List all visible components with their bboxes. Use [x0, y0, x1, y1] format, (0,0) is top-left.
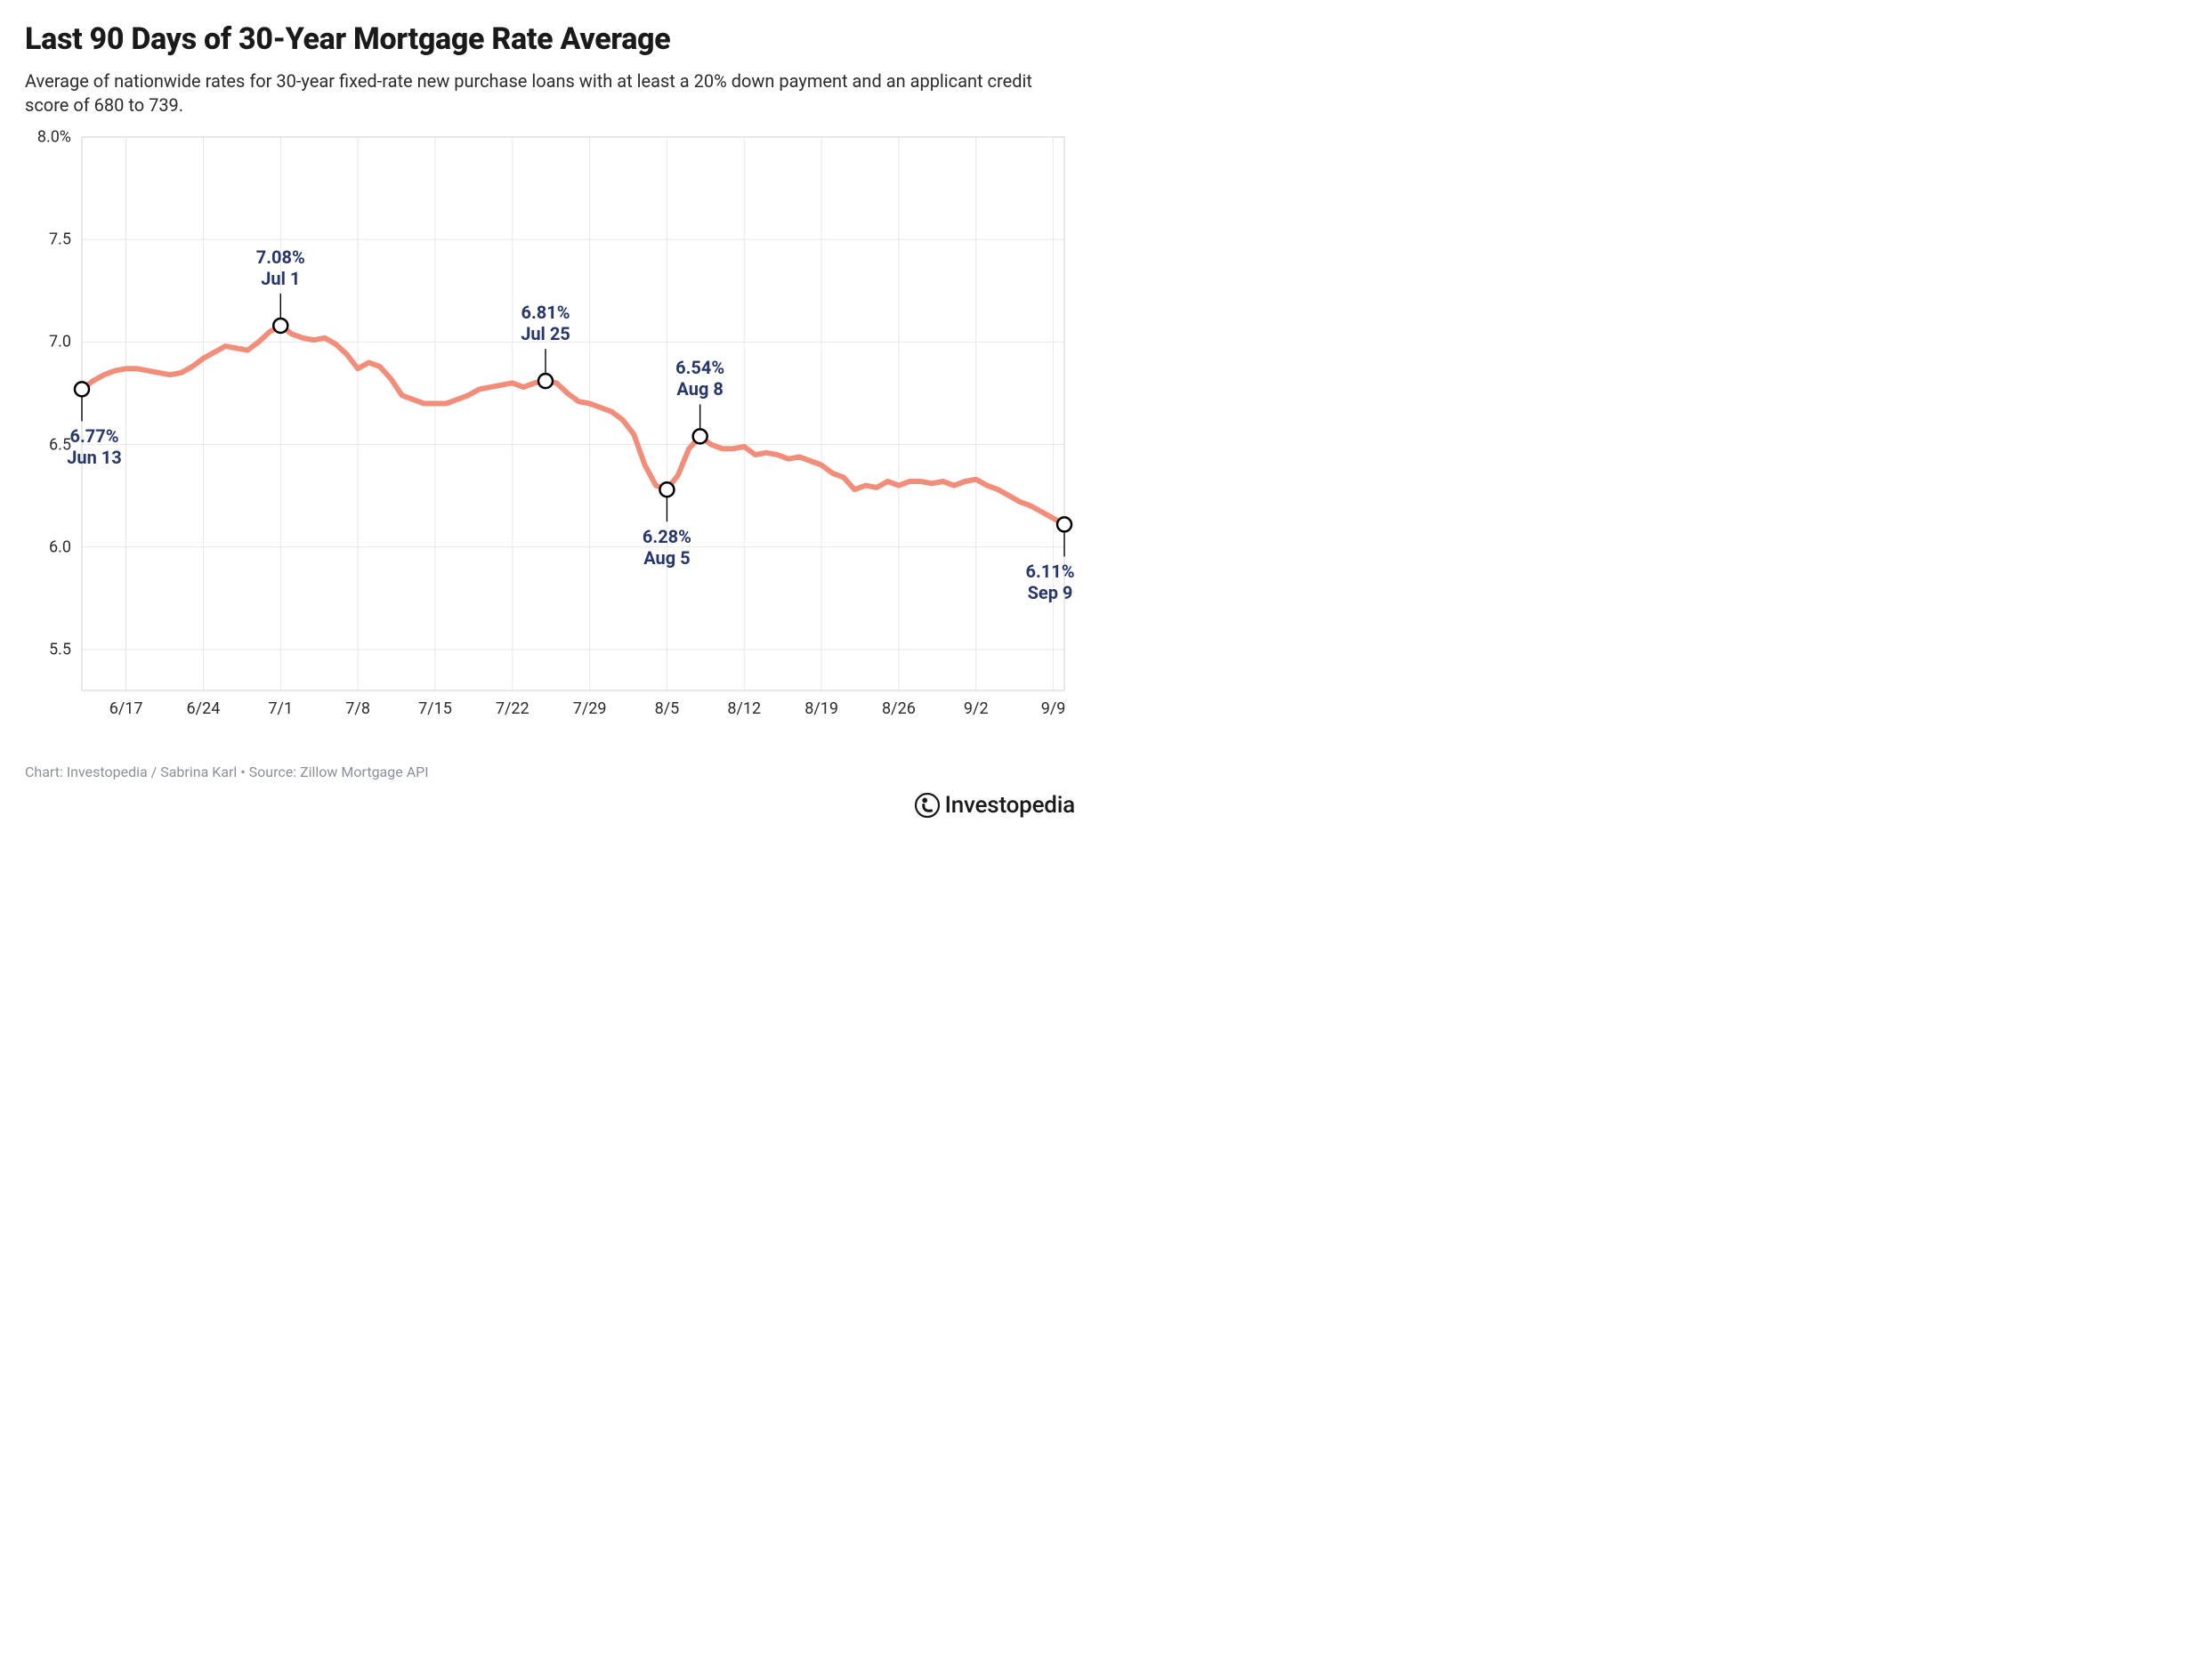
callout-date: Jun 13: [67, 447, 122, 468]
x-axis-tick-label: 8/5: [655, 699, 680, 718]
callout-rate: 6.11%: [1025, 561, 1074, 582]
plot-area: 5.56.06.57.07.58.0%6/176/247/17/87/157/2…: [25, 125, 1079, 747]
y-axis-tick-label: 5.5: [49, 640, 71, 658]
rate-line: [82, 326, 1064, 525]
data-point-marker: [659, 482, 674, 497]
data-point-marker: [1057, 517, 1071, 531]
chart-card: Last 90 Days of 30-Year Mortgage Rate Av…: [0, 0, 1104, 840]
data-point-callout: 6.77%Jun 13: [67, 426, 122, 468]
x-axis-tick-label: 9/2: [964, 699, 989, 718]
x-axis-tick-label: 8/26: [882, 699, 916, 718]
y-axis-tick-label: 7.5: [49, 230, 71, 249]
callout-rate: 6.81%: [521, 302, 570, 323]
chart-subtitle: Average of nationwide rates for 30-year …: [25, 69, 1057, 117]
callout-rate: 6.28%: [643, 526, 691, 547]
data-point-callout: 6.81%Jul 25: [521, 303, 570, 344]
data-point-marker: [75, 382, 89, 396]
x-axis-tick-label: 6/17: [109, 699, 143, 718]
investopedia-logo-text: Investopedia: [945, 792, 1075, 819]
callout-date: Aug 8: [676, 378, 723, 400]
callout-rate: 6.77%: [69, 425, 118, 447]
y-axis-tick-label: 8.0%: [37, 128, 71, 147]
callout-date: Sep 9: [1028, 582, 1073, 603]
data-point-marker: [693, 429, 707, 443]
x-axis-tick-label: 6/24: [187, 699, 221, 718]
callout-rate: 7.08%: [256, 246, 305, 268]
line-chart-svg: [25, 125, 1079, 747]
data-point-callout: 7.08%Jul 1: [256, 247, 305, 289]
x-axis-tick-label: 7/8: [345, 699, 370, 718]
x-axis-tick-label: 8/12: [727, 699, 761, 718]
callout-date: Jul 1: [261, 268, 300, 289]
data-point-callout: 6.54%Aug 8: [675, 358, 724, 400]
data-point-marker: [273, 319, 287, 333]
y-axis-tick-label: 7.0: [49, 333, 71, 351]
callout-rate: 6.54%: [675, 357, 724, 378]
callout-date: Aug 5: [643, 547, 690, 569]
investopedia-logo-icon: [915, 793, 940, 818]
x-axis-tick-label: 7/1: [268, 699, 293, 718]
callout-date: Jul 25: [521, 323, 570, 344]
data-point-marker: [538, 374, 553, 388]
x-axis-tick-label: 7/15: [418, 699, 452, 718]
data-point-callout: 6.28%Aug 5: [643, 527, 691, 569]
x-axis-tick-label: 8/19: [804, 699, 838, 718]
data-point-callout: 6.11%Sep 9: [1025, 561, 1074, 603]
x-axis-tick-label: 7/29: [573, 699, 607, 718]
x-axis-tick-label: 7/22: [496, 699, 530, 718]
x-axis-tick-label: 9/9: [1041, 699, 1066, 718]
investopedia-logo: Investopedia: [915, 792, 1075, 819]
chart-attribution: Chart: Investopedia / Sabrina Karl • Sou…: [25, 763, 1079, 780]
y-axis-tick-label: 6.0: [49, 537, 71, 556]
chart-title: Last 90 Days of 30-Year Mortgage Rate Av…: [25, 21, 1079, 57]
